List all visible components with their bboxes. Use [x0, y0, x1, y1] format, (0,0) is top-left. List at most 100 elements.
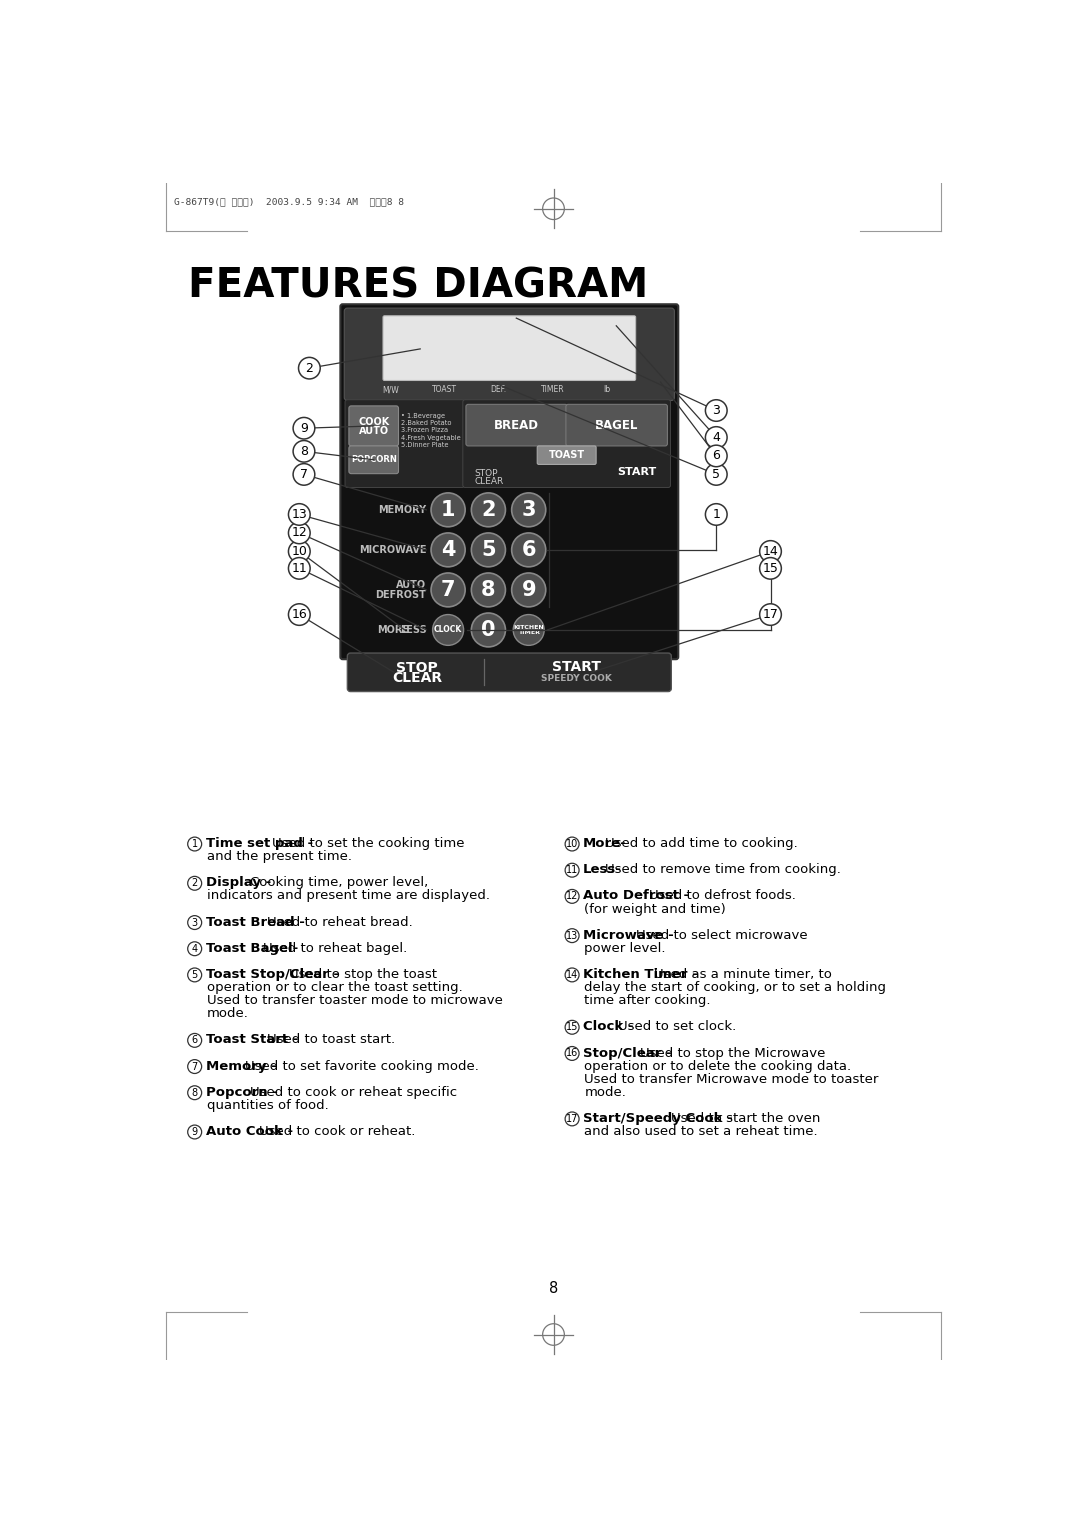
- Text: COOK: COOK: [359, 417, 389, 426]
- Text: MEMORY: MEMORY: [378, 504, 427, 515]
- Text: Start/Speedy Cook -: Start/Speedy Cook -: [583, 1112, 738, 1125]
- Text: 7: 7: [191, 1062, 198, 1071]
- Text: delay the start of cooking, or to set a holding: delay the start of cooking, or to set a …: [584, 981, 887, 995]
- Text: Used to start the oven: Used to start the oven: [672, 1112, 821, 1125]
- Text: operation or to clear the toast setting.: operation or to clear the toast setting.: [207, 981, 463, 995]
- Text: 5: 5: [481, 539, 496, 559]
- Circle shape: [431, 573, 465, 607]
- Text: CLEAR: CLEAR: [474, 477, 503, 486]
- Circle shape: [512, 494, 545, 527]
- Text: 10: 10: [566, 839, 578, 850]
- Text: Less-: Less-: [583, 863, 622, 876]
- Text: POPCORN: POPCORN: [351, 455, 396, 465]
- FancyBboxPatch shape: [566, 405, 667, 446]
- Text: Kitchen Timer -: Kitchen Timer -: [583, 969, 702, 981]
- Text: Popcorn -: Popcorn -: [205, 1086, 282, 1099]
- Text: Used to stop the toast: Used to stop the toast: [289, 969, 437, 981]
- Text: Used to transfer Microwave mode to toaster: Used to transfer Microwave mode to toast…: [584, 1073, 879, 1086]
- Text: 13: 13: [292, 507, 307, 521]
- Text: TIMER: TIMER: [541, 385, 565, 394]
- Text: Used to stop the Microwave: Used to stop the Microwave: [640, 1047, 826, 1059]
- Text: AUTO: AUTO: [396, 579, 427, 590]
- Text: 8: 8: [482, 581, 496, 601]
- FancyBboxPatch shape: [383, 316, 636, 380]
- Text: 1: 1: [441, 500, 456, 520]
- Text: 9: 9: [300, 422, 308, 435]
- Circle shape: [288, 523, 310, 544]
- Text: 6: 6: [191, 1036, 198, 1045]
- Text: Toast Bagel-: Toast Bagel-: [205, 941, 302, 955]
- FancyBboxPatch shape: [465, 405, 567, 446]
- FancyBboxPatch shape: [537, 446, 596, 465]
- Circle shape: [759, 604, 781, 625]
- Text: START: START: [552, 660, 600, 674]
- Text: M/W: M/W: [382, 385, 399, 394]
- Text: 9: 9: [522, 581, 536, 601]
- Text: TOAST: TOAST: [549, 451, 584, 460]
- Text: lb: lb: [603, 385, 610, 394]
- Text: 0: 0: [482, 620, 496, 640]
- Circle shape: [293, 463, 314, 486]
- Text: 14: 14: [762, 545, 779, 558]
- Text: 17: 17: [762, 608, 779, 620]
- Text: KITCHEN
TIMER: KITCHEN TIMER: [513, 625, 544, 636]
- Text: 17: 17: [566, 1114, 578, 1125]
- Text: 8: 8: [300, 445, 308, 458]
- Circle shape: [288, 558, 310, 579]
- FancyBboxPatch shape: [345, 309, 674, 400]
- Text: quantities of food.: quantities of food.: [207, 1099, 328, 1112]
- Text: Memory -: Memory -: [205, 1059, 281, 1073]
- Text: MORE: MORE: [377, 625, 409, 636]
- Text: 16: 16: [292, 608, 307, 620]
- Text: Used to transfer toaster mode to microwave: Used to transfer toaster mode to microwa…: [207, 995, 503, 1007]
- Text: 15: 15: [566, 1022, 578, 1033]
- Text: LESS: LESS: [400, 625, 427, 636]
- Text: operation or to delete the cooking data.: operation or to delete the cooking data.: [584, 1059, 852, 1073]
- Text: (for weight and time): (for weight and time): [584, 903, 726, 915]
- Text: power level.: power level.: [584, 941, 666, 955]
- Text: 14: 14: [566, 970, 578, 979]
- Text: 5.Dinner Plate: 5.Dinner Plate: [401, 442, 448, 448]
- Text: 9: 9: [191, 1128, 198, 1137]
- Text: Used to set favorite cooking mode.: Used to set favorite cooking mode.: [245, 1059, 480, 1073]
- Text: mode.: mode.: [584, 1086, 626, 1099]
- Circle shape: [471, 573, 505, 607]
- Circle shape: [471, 494, 505, 527]
- Circle shape: [512, 533, 545, 567]
- Text: 4: 4: [191, 944, 198, 953]
- Circle shape: [288, 504, 310, 526]
- FancyBboxPatch shape: [348, 652, 672, 692]
- Text: and also used to set a reheat time.: and also used to set a reheat time.: [584, 1125, 819, 1138]
- Text: CLEAR: CLEAR: [392, 671, 442, 686]
- Text: 1: 1: [191, 839, 198, 850]
- Text: STOP: STOP: [396, 660, 438, 675]
- Text: Used to set clock.: Used to set clock.: [618, 1021, 737, 1033]
- Text: 1: 1: [713, 507, 720, 521]
- Text: BAGEL: BAGEL: [595, 419, 638, 431]
- Text: 3: 3: [713, 403, 720, 417]
- Text: Used to set the cooking time: Used to set the cooking time: [272, 837, 464, 850]
- Text: Toast Start -: Toast Start -: [205, 1033, 302, 1047]
- Text: 2.Baked Potato: 2.Baked Potato: [401, 420, 451, 426]
- Text: TOAST: TOAST: [432, 385, 457, 394]
- Circle shape: [705, 400, 727, 422]
- Text: 2: 2: [191, 879, 198, 888]
- Circle shape: [293, 417, 314, 439]
- Text: 4: 4: [713, 431, 720, 445]
- Text: Cooking time, power level,: Cooking time, power level,: [249, 877, 428, 889]
- Text: 12: 12: [566, 891, 578, 902]
- Text: 5: 5: [712, 468, 720, 481]
- Text: indicators and present time are displayed.: indicators and present time are displaye…: [207, 889, 490, 903]
- Text: and the present time.: and the present time.: [207, 850, 352, 863]
- Text: DEF.: DEF.: [490, 385, 507, 394]
- Text: Time set pad -: Time set pad -: [205, 837, 318, 850]
- Text: Microwave -: Microwave -: [583, 929, 678, 941]
- Text: 16: 16: [566, 1048, 578, 1059]
- Circle shape: [513, 614, 544, 645]
- Circle shape: [471, 533, 505, 567]
- Text: Used as a minute timer, to: Used as a minute timer, to: [653, 969, 832, 981]
- Text: 3: 3: [191, 917, 198, 927]
- Text: 4.Fresh Vegetable: 4.Fresh Vegetable: [401, 435, 460, 440]
- Circle shape: [431, 494, 465, 527]
- FancyBboxPatch shape: [463, 400, 671, 487]
